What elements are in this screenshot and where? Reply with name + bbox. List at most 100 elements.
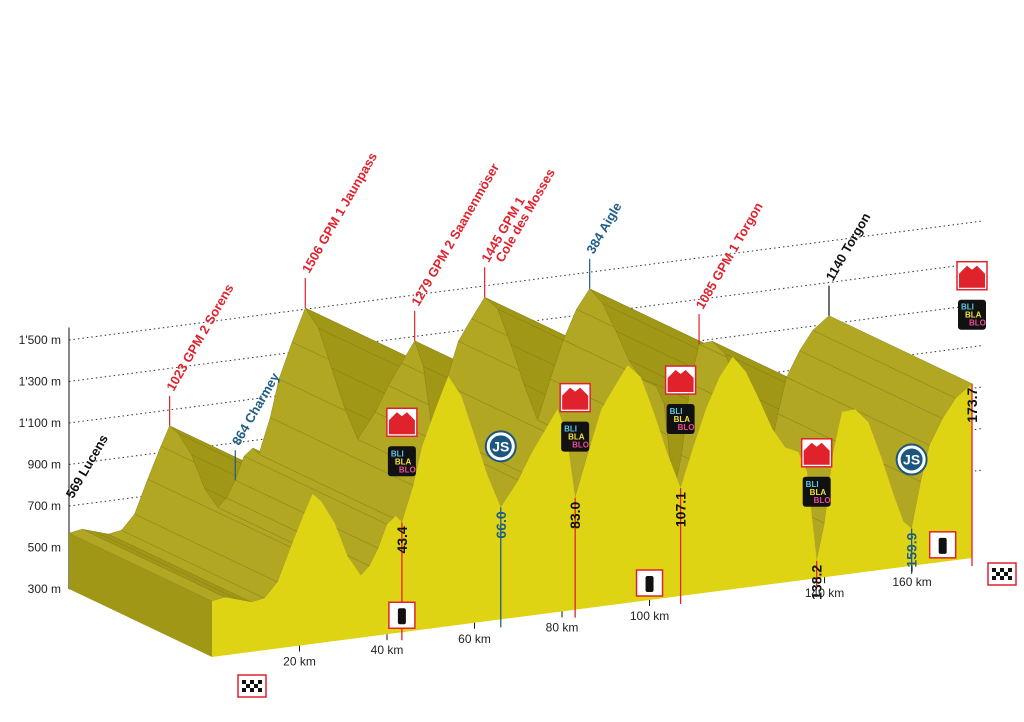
- bonus-badge-text: BLA: [674, 415, 691, 424]
- x-tick-label: 40 km: [371, 643, 404, 657]
- climb-label: 1279 GPM 2 Saanenmöser: [408, 161, 502, 309]
- flag-square: [996, 572, 1000, 576]
- bonus-badge-text: BLO: [969, 319, 986, 328]
- sprint-badge-text: JS: [492, 438, 509, 454]
- climb-label: 1140 Torgon: [823, 210, 874, 283]
- km-marker-label: 83.0: [567, 501, 583, 528]
- icon-glyph: [938, 537, 947, 554]
- bonus-badge-text: BLI: [564, 425, 577, 434]
- fork-knife-icon: [635, 569, 664, 597]
- y-tick-label: 700 m: [28, 499, 61, 513]
- bonus-badge-text: BLO: [678, 423, 695, 432]
- x-tick-label: 140 km: [805, 586, 844, 600]
- kom-badge: [956, 260, 988, 291]
- x-axis: 20 km 40 km 60 km 80 km 100 km 140 km 160 km: [283, 565, 932, 669]
- bonus-badge-text: BLI: [670, 407, 683, 416]
- ground-left-wall: [69, 533, 212, 657]
- bonus-badge-bg: [561, 421, 590, 452]
- y-tick-label: 300 m: [28, 582, 61, 596]
- km-marker-label: 43.4: [394, 526, 410, 553]
- kom-badge: [800, 438, 833, 468]
- sprint-badge-fill: [900, 448, 923, 471]
- y-tick-label: 500 m: [28, 541, 61, 555]
- bonus-badge-bg: [802, 476, 831, 507]
- bonus-badge-bg: [387, 446, 416, 477]
- bonus-badge-bg: [958, 299, 986, 330]
- no-bottle-icon: [928, 531, 957, 559]
- flag-square: [1008, 568, 1012, 572]
- flag-square: [992, 568, 996, 572]
- x-tick-label: 20 km: [283, 655, 316, 669]
- mountain-icon: [388, 412, 415, 435]
- climb-label: 1085 GPM 1 Torgon: [693, 200, 766, 312]
- flag-square: [992, 576, 996, 580]
- grid-line: [68, 220, 982, 341]
- bonus-badge-text: BLA: [810, 488, 827, 497]
- icon-glyph: [645, 576, 654, 593]
- sprint-badge-text: JS: [903, 452, 920, 468]
- flag-square: [258, 688, 262, 692]
- kom-badge: [664, 365, 697, 395]
- flag-square: [250, 680, 254, 684]
- mountain-icon: [959, 265, 985, 288]
- climb-label: 384 Aigle: [583, 200, 624, 257]
- bonus-badge-text: BLI: [806, 480, 819, 489]
- sprint-badge-fill: [489, 435, 512, 458]
- flag-square: [250, 688, 254, 692]
- flag-square: [1000, 568, 1004, 572]
- kom-badge: [386, 407, 418, 438]
- checkered-flag-icon: [237, 674, 267, 698]
- flag-square: [246, 684, 250, 688]
- y-tick-label: 1'300 m: [19, 375, 61, 389]
- y-tick-label: 900 m: [28, 458, 61, 472]
- bonus-badge-text: BLO: [572, 441, 589, 450]
- bonus-badge-text: BLA: [568, 433, 585, 442]
- climb-label: 569 Lucens: [63, 432, 111, 501]
- flag-square: [1000, 576, 1004, 580]
- mountain-icon: [803, 442, 830, 465]
- floor-icons: [237, 531, 1017, 698]
- bonus-badge-text: BLI: [961, 303, 974, 312]
- km-marker-label: 173.7: [964, 387, 980, 422]
- km-marker-label: 66.0: [493, 511, 509, 538]
- km-marker-label: 138.2: [809, 565, 825, 600]
- js-sprint-icon: JS: [895, 443, 928, 476]
- flag-square: [254, 684, 258, 688]
- flag-square: [1004, 572, 1008, 576]
- y-axis: 300 m 500 m 700 m 900 m 1'100 m 1'300 m 1'500 …: [19, 327, 70, 596]
- flag-square: [242, 680, 246, 684]
- kom-badge: [559, 382, 591, 413]
- x-tick-label: 100 km: [630, 609, 669, 623]
- bonus-badge-text: BLO: [814, 496, 831, 505]
- x-tick-label: 60 km: [458, 632, 491, 646]
- bonus-badge-text: BLO: [399, 465, 416, 474]
- y-tick-label: 1'100 m: [19, 416, 61, 430]
- km-marker-label: 107.1: [673, 492, 689, 527]
- flag-square: [258, 680, 262, 684]
- mountain-icon: [667, 370, 694, 393]
- climb-label: 1023 GPM 2 Sorens: [163, 281, 236, 393]
- km-marker-label: 159.9: [904, 532, 920, 567]
- flag-square: [242, 688, 246, 692]
- bonus-badge-text: BLI: [391, 449, 404, 458]
- icon-glyph: [397, 608, 406, 625]
- bonus-badge-text: BLA: [395, 457, 412, 466]
- flag-frame: [237, 674, 267, 698]
- y-tick-label: 1'500 m: [19, 333, 61, 347]
- bonus-badge-text: BLA: [965, 311, 982, 320]
- bonus-badge-bg: [666, 404, 695, 435]
- climb-label: 1506 GPM 1 Jaunpass: [299, 150, 380, 276]
- bottle-icon: [388, 601, 416, 630]
- mountain-icon: [562, 387, 589, 410]
- x-tick-label: 80 km: [546, 620, 579, 634]
- km-markers: 43.4BLIBLABLO66.0JS83.0BLIBLABLO107.1BLI…: [386, 260, 988, 641]
- js-sprint-icon: JS: [484, 430, 517, 463]
- flag-frame: [987, 562, 1017, 586]
- checkered-flag-icon: [987, 562, 1017, 586]
